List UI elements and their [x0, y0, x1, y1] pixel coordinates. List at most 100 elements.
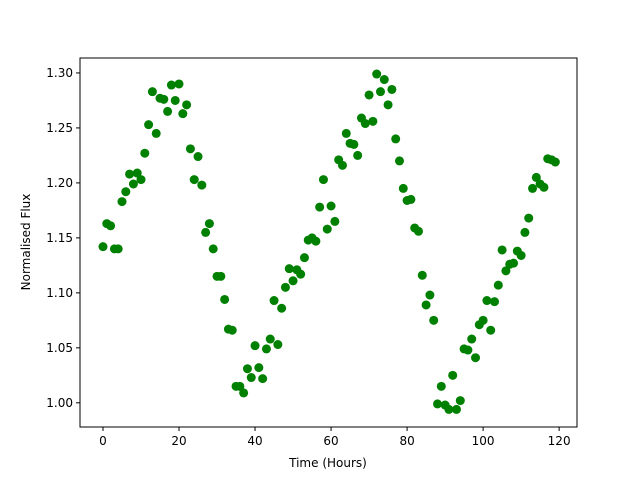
data-point — [128, 179, 138, 189]
data-point — [265, 334, 275, 344]
data-point — [132, 168, 142, 178]
data-point — [425, 290, 435, 300]
data-point — [341, 128, 351, 138]
data-point — [383, 100, 393, 110]
data-point — [269, 296, 279, 306]
data-point — [337, 160, 347, 170]
data-point — [516, 250, 526, 260]
data-point — [379, 75, 389, 85]
data-point — [398, 183, 408, 193]
data-point — [170, 95, 180, 105]
data-point — [151, 128, 161, 138]
data-point — [417, 270, 427, 280]
x-tick-label: 100 — [472, 434, 495, 448]
y-axis-label: Normalised Flux — [19, 194, 33, 291]
data-point — [436, 381, 446, 391]
data-point — [467, 334, 477, 344]
data-point — [246, 373, 256, 383]
x-tick-label: 0 — [99, 434, 107, 448]
data-point — [349, 139, 359, 149]
data-point — [520, 227, 530, 237]
data-point — [315, 202, 325, 212]
data-point — [140, 148, 150, 158]
plot-frame — [79, 57, 578, 428]
data-point — [258, 374, 268, 384]
x-tick-label: 60 — [323, 434, 338, 448]
data-point — [550, 157, 560, 167]
data-point — [250, 341, 260, 351]
y-tick-label: 1.20 — [46, 176, 73, 190]
data-point — [448, 370, 458, 380]
data-point — [497, 245, 507, 255]
data-point — [113, 244, 123, 254]
data-point — [166, 80, 176, 90]
data-point — [471, 353, 481, 363]
data-point — [185, 144, 195, 154]
data-point — [406, 194, 416, 204]
data-point — [455, 396, 465, 406]
data-point — [273, 340, 283, 350]
data-point — [193, 152, 203, 162]
data-point — [531, 172, 541, 182]
x-tick-label: 20 — [171, 434, 186, 448]
data-point — [509, 258, 519, 268]
data-point — [482, 296, 492, 306]
x-tick-label: 80 — [399, 434, 414, 448]
data-point — [539, 182, 549, 192]
data-point — [144, 120, 154, 130]
data-point — [220, 294, 230, 304]
data-point — [204, 219, 214, 229]
data-point — [478, 315, 488, 325]
x-tick-label: 40 — [247, 434, 262, 448]
data-point — [288, 276, 298, 286]
data-point — [182, 100, 192, 110]
data-point — [159, 94, 169, 104]
data-point — [493, 280, 503, 290]
data-point — [201, 227, 211, 237]
x-axis-label: Time (Hours) — [288, 456, 367, 470]
data-point — [235, 381, 245, 391]
data-point — [227, 325, 237, 335]
y-tick-label: 1.30 — [46, 66, 73, 80]
data-point — [284, 264, 294, 274]
data-point — [353, 150, 363, 160]
data-point — [254, 363, 264, 373]
data-point — [178, 109, 188, 119]
data-point — [375, 87, 385, 97]
data-point — [174, 79, 184, 89]
data-point — [490, 297, 500, 307]
data-point — [277, 303, 287, 313]
x-tick-label: 120 — [548, 434, 571, 448]
data-point — [106, 221, 116, 231]
data-point — [208, 244, 218, 254]
data-point — [413, 226, 423, 236]
data-point — [197, 180, 207, 190]
data-point — [432, 399, 442, 409]
data-point — [261, 344, 271, 354]
data-point — [452, 404, 462, 414]
data-point — [125, 169, 135, 179]
data-point — [391, 134, 401, 144]
data-point — [117, 197, 127, 207]
y-tick-label: 1.25 — [46, 121, 73, 135]
data-point — [364, 90, 374, 100]
data-point — [372, 69, 382, 79]
y-tick-label: 1.10 — [46, 286, 73, 300]
data-point — [311, 236, 321, 246]
data-point — [98, 242, 108, 252]
data-point — [163, 106, 173, 116]
data-point — [239, 388, 249, 398]
data-point — [322, 224, 332, 234]
data-point — [387, 84, 397, 94]
data-point — [429, 315, 439, 325]
data-point — [394, 156, 404, 166]
data-point — [330, 216, 340, 226]
data-point — [463, 345, 473, 355]
y-tick-label: 1.15 — [46, 231, 73, 245]
data-point — [368, 116, 378, 126]
data-point — [121, 187, 131, 197]
data-point — [444, 404, 454, 414]
data-point — [299, 253, 309, 263]
data-point — [501, 266, 511, 276]
